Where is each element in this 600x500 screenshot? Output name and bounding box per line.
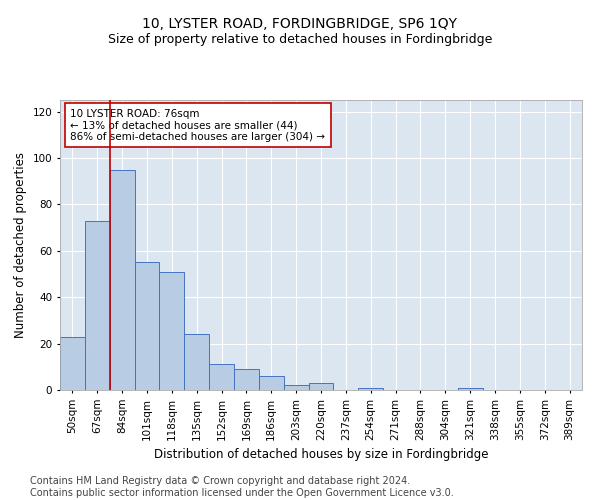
- Bar: [134, 262, 160, 390]
- Text: 10, LYSTER ROAD, FORDINGBRIDGE, SP6 1QY: 10, LYSTER ROAD, FORDINGBRIDGE, SP6 1QY: [143, 18, 458, 32]
- Bar: [209, 364, 234, 390]
- Text: Size of property relative to detached houses in Fordingbridge: Size of property relative to detached ho…: [108, 32, 492, 46]
- Y-axis label: Number of detached properties: Number of detached properties: [14, 152, 27, 338]
- X-axis label: Distribution of detached houses by size in Fordingbridge: Distribution of detached houses by size …: [154, 448, 488, 461]
- Bar: [160, 272, 184, 390]
- Text: 10 LYSTER ROAD: 76sqm
← 13% of detached houses are smaller (44)
86% of semi-deta: 10 LYSTER ROAD: 76sqm ← 13% of detached …: [70, 108, 325, 142]
- Bar: [458, 388, 482, 390]
- Bar: [234, 369, 259, 390]
- Bar: [184, 334, 209, 390]
- Bar: [110, 170, 134, 390]
- Bar: [358, 388, 383, 390]
- Bar: [85, 220, 110, 390]
- Bar: [308, 383, 334, 390]
- Bar: [259, 376, 284, 390]
- Text: Contains HM Land Registry data © Crown copyright and database right 2024.
Contai: Contains HM Land Registry data © Crown c…: [30, 476, 454, 498]
- Bar: [284, 386, 308, 390]
- Bar: [60, 336, 85, 390]
